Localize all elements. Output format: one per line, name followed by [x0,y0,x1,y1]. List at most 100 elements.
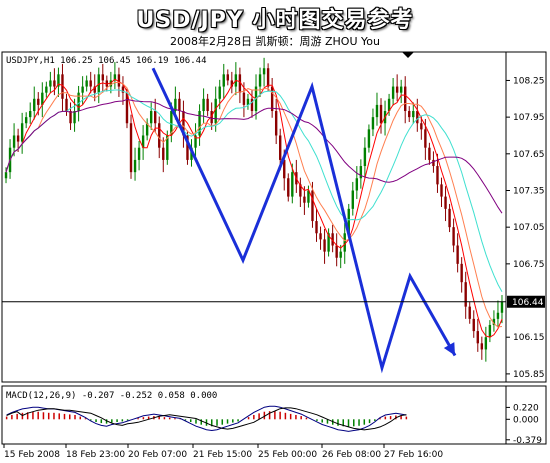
candle-body [476,331,479,344]
ma-line-MA-slow [5,89,503,293]
price-tick-label: 106.15 [513,333,545,343]
candle-body [166,135,169,160]
candle-body [262,68,266,75]
candle-body [125,92,129,124]
candle-body [226,74,229,81]
candle-body [464,282,467,307]
candle-body [89,80,92,87]
candle-body [412,111,415,118]
candle-body [283,159,286,179]
candle-body [81,86,84,93]
price-tick-label: 106.75 [513,260,545,270]
candle-body [460,263,463,283]
candle-body [4,172,8,179]
candle-body [371,117,375,130]
current-price-label: 106.44 [512,298,544,308]
candle-body [420,123,423,130]
candle-body [484,337,488,350]
candle-body [222,74,225,87]
candle-body [73,111,76,124]
macd-y-ticks: 0.220 0.000 -0.379 [506,403,542,446]
candle-body [113,74,117,81]
candle-body [61,74,64,99]
macd-tick-label: -0.379 [513,436,542,446]
candle-body [303,196,306,203]
macd-panel-frame [1,385,547,445]
price-panel-frame [1,51,547,383]
candle-body [178,98,181,112]
candle-body [363,147,367,167]
candle-body [270,86,274,112]
candle-body [105,80,109,87]
price-tick-label: 107.95 [513,113,545,123]
candle-body [12,135,16,148]
x-tick-label: 26 Feb 08:00 [322,450,381,460]
candle-body [154,111,157,124]
candle-body [33,98,36,112]
candle-body [65,98,68,112]
candle-body [444,196,447,209]
candle-body [145,123,149,136]
candle-body [287,178,290,197]
price-y-ticks: 108.25 107.95 107.65 107.35 107.05 106.75 106.… [506,76,545,380]
price-tick-label: 107.35 [513,186,545,196]
candle-body [448,208,451,228]
candle-body [206,98,209,112]
candle-body [456,245,459,264]
candle-body [242,92,246,105]
ma-line-MA-fast [5,78,503,338]
candle-body [53,80,56,87]
candle-body [496,312,500,319]
candle-body [492,318,496,325]
candle-body [182,111,185,136]
candle-body [319,233,322,240]
candle-body [408,111,411,118]
macd-tick-label: 0.220 [513,403,539,413]
candle-body [323,239,326,252]
moving-averages [5,78,503,338]
candle-body [158,123,161,148]
price-header: USDJPY,H1 106.25 106.45 106.19 106.44 [6,56,206,66]
candle-body [121,86,125,93]
candle-body [335,245,338,258]
candle-body [416,111,419,124]
candle-body [266,68,270,87]
price-tick-label: 108.25 [513,76,545,86]
candle-body [246,98,250,105]
x-tick-label: 18 Feb 23:00 [66,450,125,460]
candle-body [45,86,48,93]
candle-body [472,318,475,332]
candle-body [194,135,197,148]
forecast-arrow-icon [443,342,455,356]
candle-body [85,80,88,87]
candle-body [250,98,254,112]
candle-body [41,92,44,105]
macd-main-line [6,405,407,432]
candle-body [327,233,330,252]
candle-body [436,166,439,185]
candle-body [452,227,455,246]
candle-body [274,111,278,136]
candle-body [93,86,96,93]
candle-body [367,129,371,148]
candle-body [69,111,72,124]
x-tick-label: 20 Feb 07:00 [128,450,187,460]
price-tick-label: 105.85 [513,370,545,380]
candle-body [109,80,113,87]
candle-body [230,80,234,87]
candle-body [404,86,407,112]
candle-body [16,135,20,142]
page-subtitle: 2008年2月28日 凯斯顿：周游 ZHOU You [170,35,380,48]
candle-body [20,123,24,142]
macd-lines [6,405,407,432]
candle-body [162,147,165,160]
candle-body [129,123,133,173]
candle-body [238,74,242,93]
macd-tick-label: 0.000 [513,415,539,425]
candle-body [391,86,395,99]
candle-body [101,74,104,81]
candle-body [29,111,32,118]
x-tick-label: 25 Feb 00:00 [258,450,317,460]
candle-body [49,80,52,87]
